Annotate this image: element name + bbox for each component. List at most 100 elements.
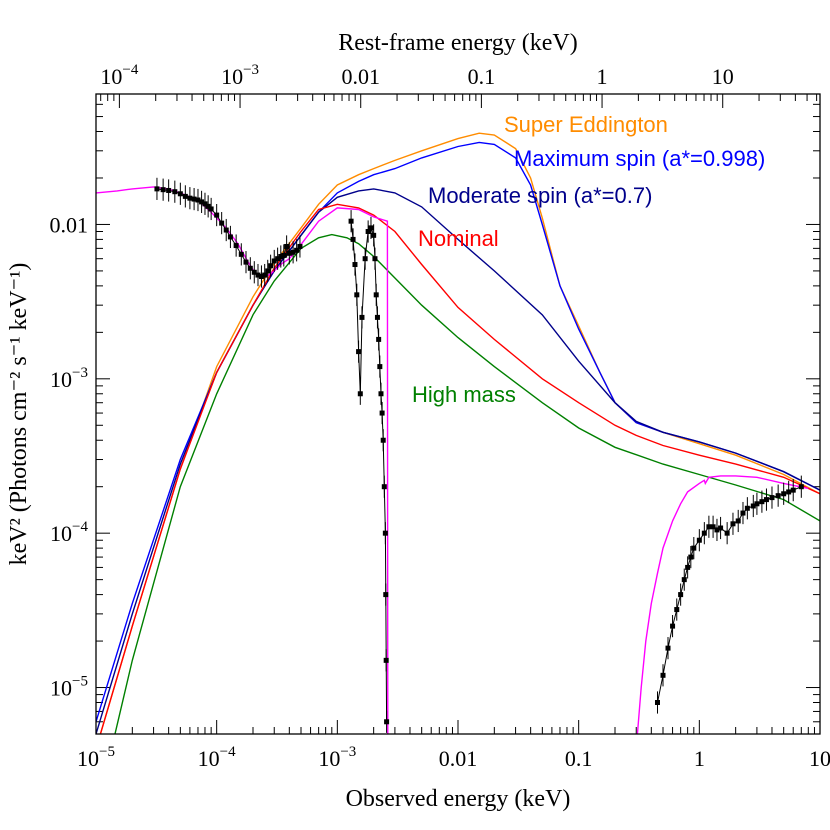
x2-tick-label: 1 bbox=[597, 64, 608, 89]
y-axis-title: keV² (Photons cm⁻² s⁻¹ keV⁻¹) bbox=[6, 263, 32, 566]
observed-point bbox=[243, 259, 249, 265]
observed-point bbox=[382, 530, 388, 536]
observed-point bbox=[352, 262, 358, 268]
tick-marks bbox=[95, 93, 821, 735]
observed-point bbox=[205, 203, 211, 209]
observed-point bbox=[383, 592, 389, 598]
observed-point bbox=[294, 247, 300, 253]
observed-point bbox=[688, 554, 694, 560]
annot-super-eddington: Super Eddington bbox=[504, 112, 668, 137]
observed-point bbox=[362, 256, 368, 262]
observed-point bbox=[238, 251, 244, 257]
observed-point bbox=[750, 503, 756, 509]
observed-point bbox=[377, 364, 383, 370]
observed-point bbox=[262, 272, 268, 278]
observed-point bbox=[356, 349, 362, 355]
observed-point bbox=[691, 545, 697, 551]
observed-point bbox=[187, 195, 193, 201]
observed-point bbox=[290, 249, 296, 255]
x2-tick-label: 0.1 bbox=[468, 64, 496, 89]
observed-point bbox=[154, 186, 160, 192]
series-line-3 bbox=[99, 203, 820, 734]
observed-point bbox=[233, 243, 239, 249]
observed-point bbox=[373, 292, 379, 298]
observed-point bbox=[268, 263, 274, 269]
observed-point bbox=[706, 524, 712, 530]
observed-point bbox=[199, 199, 205, 205]
observed-point bbox=[371, 232, 377, 238]
x-tick-label: 10 bbox=[809, 746, 830, 771]
observed-point bbox=[202, 201, 208, 207]
x-tick-label: 0.01 bbox=[439, 746, 478, 771]
x-tick-label: 0.1 bbox=[565, 746, 593, 771]
curve-annotations: Super Eddington Maximum spin (a*=0.998) … bbox=[412, 112, 765, 407]
annot-nominal: Nominal bbox=[418, 226, 499, 251]
y-tick-label: 0.01 bbox=[50, 212, 89, 237]
observed-point bbox=[258, 274, 264, 280]
observed-point bbox=[714, 527, 720, 533]
observed-point bbox=[696, 537, 702, 543]
observed-point bbox=[372, 256, 378, 262]
observed-point bbox=[208, 206, 214, 212]
observed-point bbox=[275, 256, 281, 262]
observed-point bbox=[251, 269, 257, 275]
observed-point bbox=[670, 623, 676, 629]
observed-point bbox=[278, 253, 284, 259]
annot-maximum-spin: Maximum spin (a*=0.998) bbox=[514, 146, 765, 171]
observed-point bbox=[357, 391, 363, 397]
observed-point bbox=[665, 645, 671, 651]
observed-point bbox=[678, 592, 684, 598]
observed-point bbox=[735, 518, 741, 524]
observed-point bbox=[654, 699, 660, 705]
observed-point bbox=[769, 495, 775, 501]
observed-point bbox=[166, 187, 172, 193]
observed-point bbox=[759, 499, 765, 505]
series-line-4 bbox=[114, 233, 820, 734]
y-tick-label: 10−3 bbox=[50, 365, 88, 392]
observed-point bbox=[775, 493, 781, 499]
observed-point bbox=[365, 229, 371, 235]
observed-point bbox=[368, 225, 374, 231]
observed-point bbox=[348, 218, 354, 224]
observed-point bbox=[754, 501, 760, 507]
observed-point bbox=[160, 187, 166, 193]
observed-point bbox=[247, 265, 253, 271]
observed-data bbox=[154, 177, 804, 733]
observed-point bbox=[195, 197, 201, 203]
observed-point bbox=[685, 564, 691, 570]
observed-point bbox=[214, 212, 220, 218]
x2-tick-label: 10−4 bbox=[100, 62, 138, 89]
observed-point bbox=[376, 336, 382, 342]
observed-point bbox=[740, 510, 746, 516]
x2-tick-label: 10 bbox=[712, 64, 734, 89]
observed-point bbox=[384, 719, 390, 725]
observed-point bbox=[227, 234, 233, 240]
observed-point bbox=[281, 252, 287, 258]
observed-point bbox=[354, 292, 360, 298]
x2-tick-labels: 10−4 10−3 0.01 0.1 1 10 bbox=[100, 62, 733, 89]
observed-point bbox=[730, 521, 736, 527]
observed-point bbox=[381, 484, 387, 490]
observed-point bbox=[271, 258, 277, 264]
x2-axis-title: Rest-frame energy (keV) bbox=[338, 30, 577, 56]
observed-point bbox=[182, 193, 188, 199]
observed-point bbox=[172, 189, 178, 195]
observed-point bbox=[383, 657, 389, 663]
x-tick-label: 1 bbox=[694, 746, 705, 771]
observed-point bbox=[284, 243, 290, 249]
observed-point bbox=[380, 437, 386, 443]
observed-point bbox=[798, 484, 804, 490]
series-line-5-b bbox=[636, 475, 809, 734]
observed-point bbox=[718, 525, 724, 531]
observed-point bbox=[710, 524, 716, 530]
observed-point bbox=[763, 497, 769, 503]
observed-point bbox=[177, 191, 183, 197]
observed-point bbox=[350, 236, 356, 242]
observed-point bbox=[359, 314, 365, 320]
observed-point bbox=[191, 196, 197, 202]
observed-point bbox=[223, 227, 229, 233]
x-axis-title: Observed energy (keV) bbox=[346, 786, 571, 812]
observed-point bbox=[744, 505, 750, 511]
